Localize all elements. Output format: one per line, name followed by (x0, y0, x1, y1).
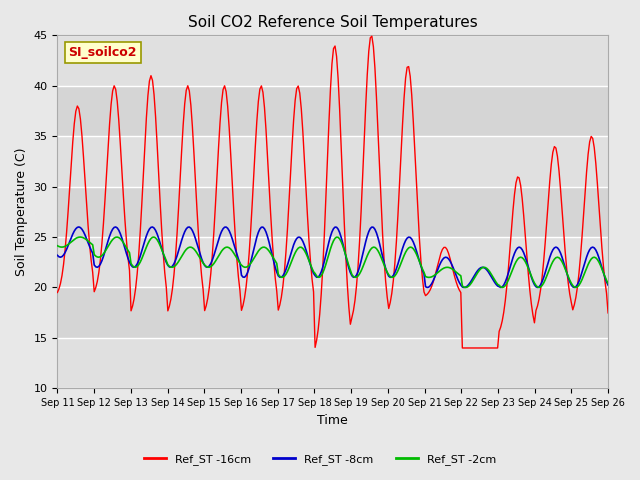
Bar (58, 36, 608, 86)
Bar (58, 237, 608, 288)
Text: SI_soilco2: SI_soilco2 (68, 46, 137, 59)
Bar (58, 187, 608, 237)
Bar (58, 288, 608, 338)
Bar (58, 136, 608, 187)
Legend: Ref_ST -16cm, Ref_ST -8cm, Ref_ST -2cm: Ref_ST -16cm, Ref_ST -8cm, Ref_ST -2cm (140, 450, 500, 469)
Bar (58, 0, 608, 36)
Y-axis label: Soil Temperature (C): Soil Temperature (C) (15, 147, 28, 276)
X-axis label: Time: Time (317, 414, 348, 427)
Bar (58, 86, 608, 136)
Title: Soil CO2 Reference Soil Temperatures: Soil CO2 Reference Soil Temperatures (188, 15, 477, 30)
